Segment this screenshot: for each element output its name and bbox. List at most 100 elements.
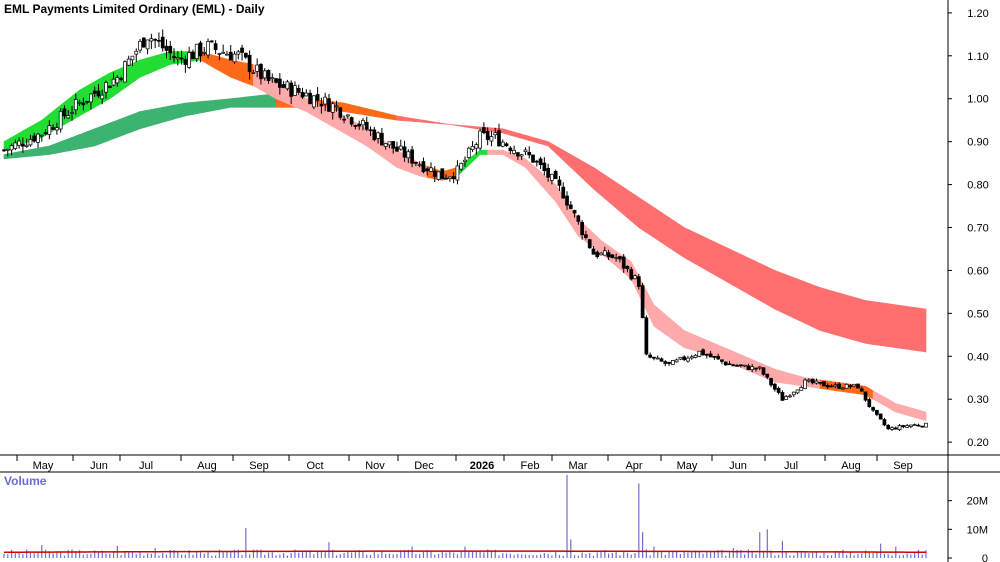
ma-band-segment (226, 58, 232, 78)
candle-body (837, 383, 841, 389)
candle-body (368, 129, 373, 132)
ma-band-segment (502, 128, 507, 135)
ma-band-segment (887, 303, 893, 348)
ma-band-segment (219, 99, 224, 110)
ma-band-segment (83, 85, 88, 115)
ma-band-segment (793, 374, 798, 386)
candle-body (769, 378, 773, 386)
ma-band-segment (211, 54, 216, 70)
ma-band-segment (691, 333, 696, 352)
ma-band-segment (374, 109, 379, 118)
ma-band-segment (593, 166, 598, 193)
candle-body (618, 256, 622, 260)
ma-band-segment (162, 106, 167, 123)
ma-band-segment (207, 53, 213, 68)
candle-body (784, 396, 789, 400)
candle-body (731, 364, 736, 367)
candle-body (327, 98, 331, 112)
ma-band-segment (819, 287, 825, 332)
candle-body (202, 51, 207, 54)
ma-band-segment (899, 404, 904, 415)
ma-band-segment (615, 250, 621, 271)
price-tick-label: 0.20 (967, 437, 988, 449)
ma-band-segment (910, 407, 915, 418)
candle-body (780, 392, 785, 401)
candle-body (871, 407, 875, 411)
candle-body (17, 140, 21, 146)
time-tick-label: Oct (306, 460, 323, 472)
candle-body (693, 354, 698, 358)
ma-band-segment (487, 127, 492, 132)
candle-body (682, 356, 687, 361)
ma-band-segment (147, 56, 152, 75)
candle-body (527, 151, 532, 156)
candle-body (584, 234, 588, 239)
ma-band-segment (302, 96, 307, 113)
ma-band-segment (434, 121, 439, 124)
candle-body (55, 127, 59, 131)
ma-band-segment (623, 186, 628, 219)
ma-band-segment (423, 119, 428, 123)
candle-body (130, 55, 135, 61)
ma-band-segment (861, 299, 866, 344)
ma-band-segment (714, 342, 719, 359)
time-tick-label: Aug (197, 460, 217, 472)
ma-band-segment (30, 148, 35, 157)
ma-band-segment (476, 126, 481, 130)
ma-band-segment (64, 138, 69, 153)
candle-body (259, 63, 263, 80)
ma-band-segment (540, 139, 545, 146)
ma-band-segment (41, 116, 46, 138)
ma-band-segment (627, 189, 632, 222)
ma-band-segment (615, 181, 621, 213)
candle-body (803, 379, 807, 389)
ma-band-segment (381, 111, 386, 119)
candle-body (565, 195, 569, 206)
ma-band-segment (377, 110, 383, 119)
candle-body (187, 52, 192, 68)
ma-band-segment (880, 302, 885, 347)
ma-band-segment (237, 61, 243, 82)
candle-body (448, 176, 452, 179)
ma-band-segment (876, 301, 881, 346)
time-tick-label: Jul (784, 460, 798, 472)
ma-band-segment (751, 259, 757, 299)
ma-band-segment (906, 406, 912, 417)
time-tick-label: Sep (249, 460, 269, 472)
candle-body (886, 425, 891, 430)
ma-band-segment (608, 176, 613, 206)
ma-band-segment (166, 105, 171, 122)
ma-band-segment (41, 146, 46, 156)
candle-body (867, 399, 872, 407)
ma-band-segment (86, 129, 92, 148)
ma-band-segment (717, 243, 723, 280)
candle-body (893, 427, 898, 430)
candle-body (776, 388, 781, 393)
candle-body (500, 141, 505, 147)
ma-band-segment (638, 196, 643, 231)
ma-band-segment (528, 135, 534, 143)
ma-band-segment (49, 144, 54, 155)
ma-band-segment (532, 136, 538, 144)
candle-body (47, 125, 52, 135)
candle-body (172, 56, 176, 59)
candle-body (610, 254, 615, 258)
candle-body (429, 167, 433, 172)
ma-band-segment (525, 134, 530, 141)
candle-body (750, 366, 755, 371)
candle-body (9, 145, 14, 151)
ma-band-segment (721, 244, 727, 282)
candle-body (746, 365, 751, 370)
candle-body (640, 285, 645, 319)
candle-body (576, 215, 581, 222)
ma-band-segment (132, 61, 137, 84)
ma-band-segment (801, 280, 806, 324)
ma-band-segment (710, 239, 715, 276)
ma-band-segment (151, 55, 156, 73)
candle-body (791, 391, 796, 396)
candle-body (149, 38, 154, 42)
ma-band-segment (789, 275, 795, 319)
candle-body (5, 148, 10, 151)
candle-body (89, 93, 93, 103)
candle-body (444, 177, 448, 180)
